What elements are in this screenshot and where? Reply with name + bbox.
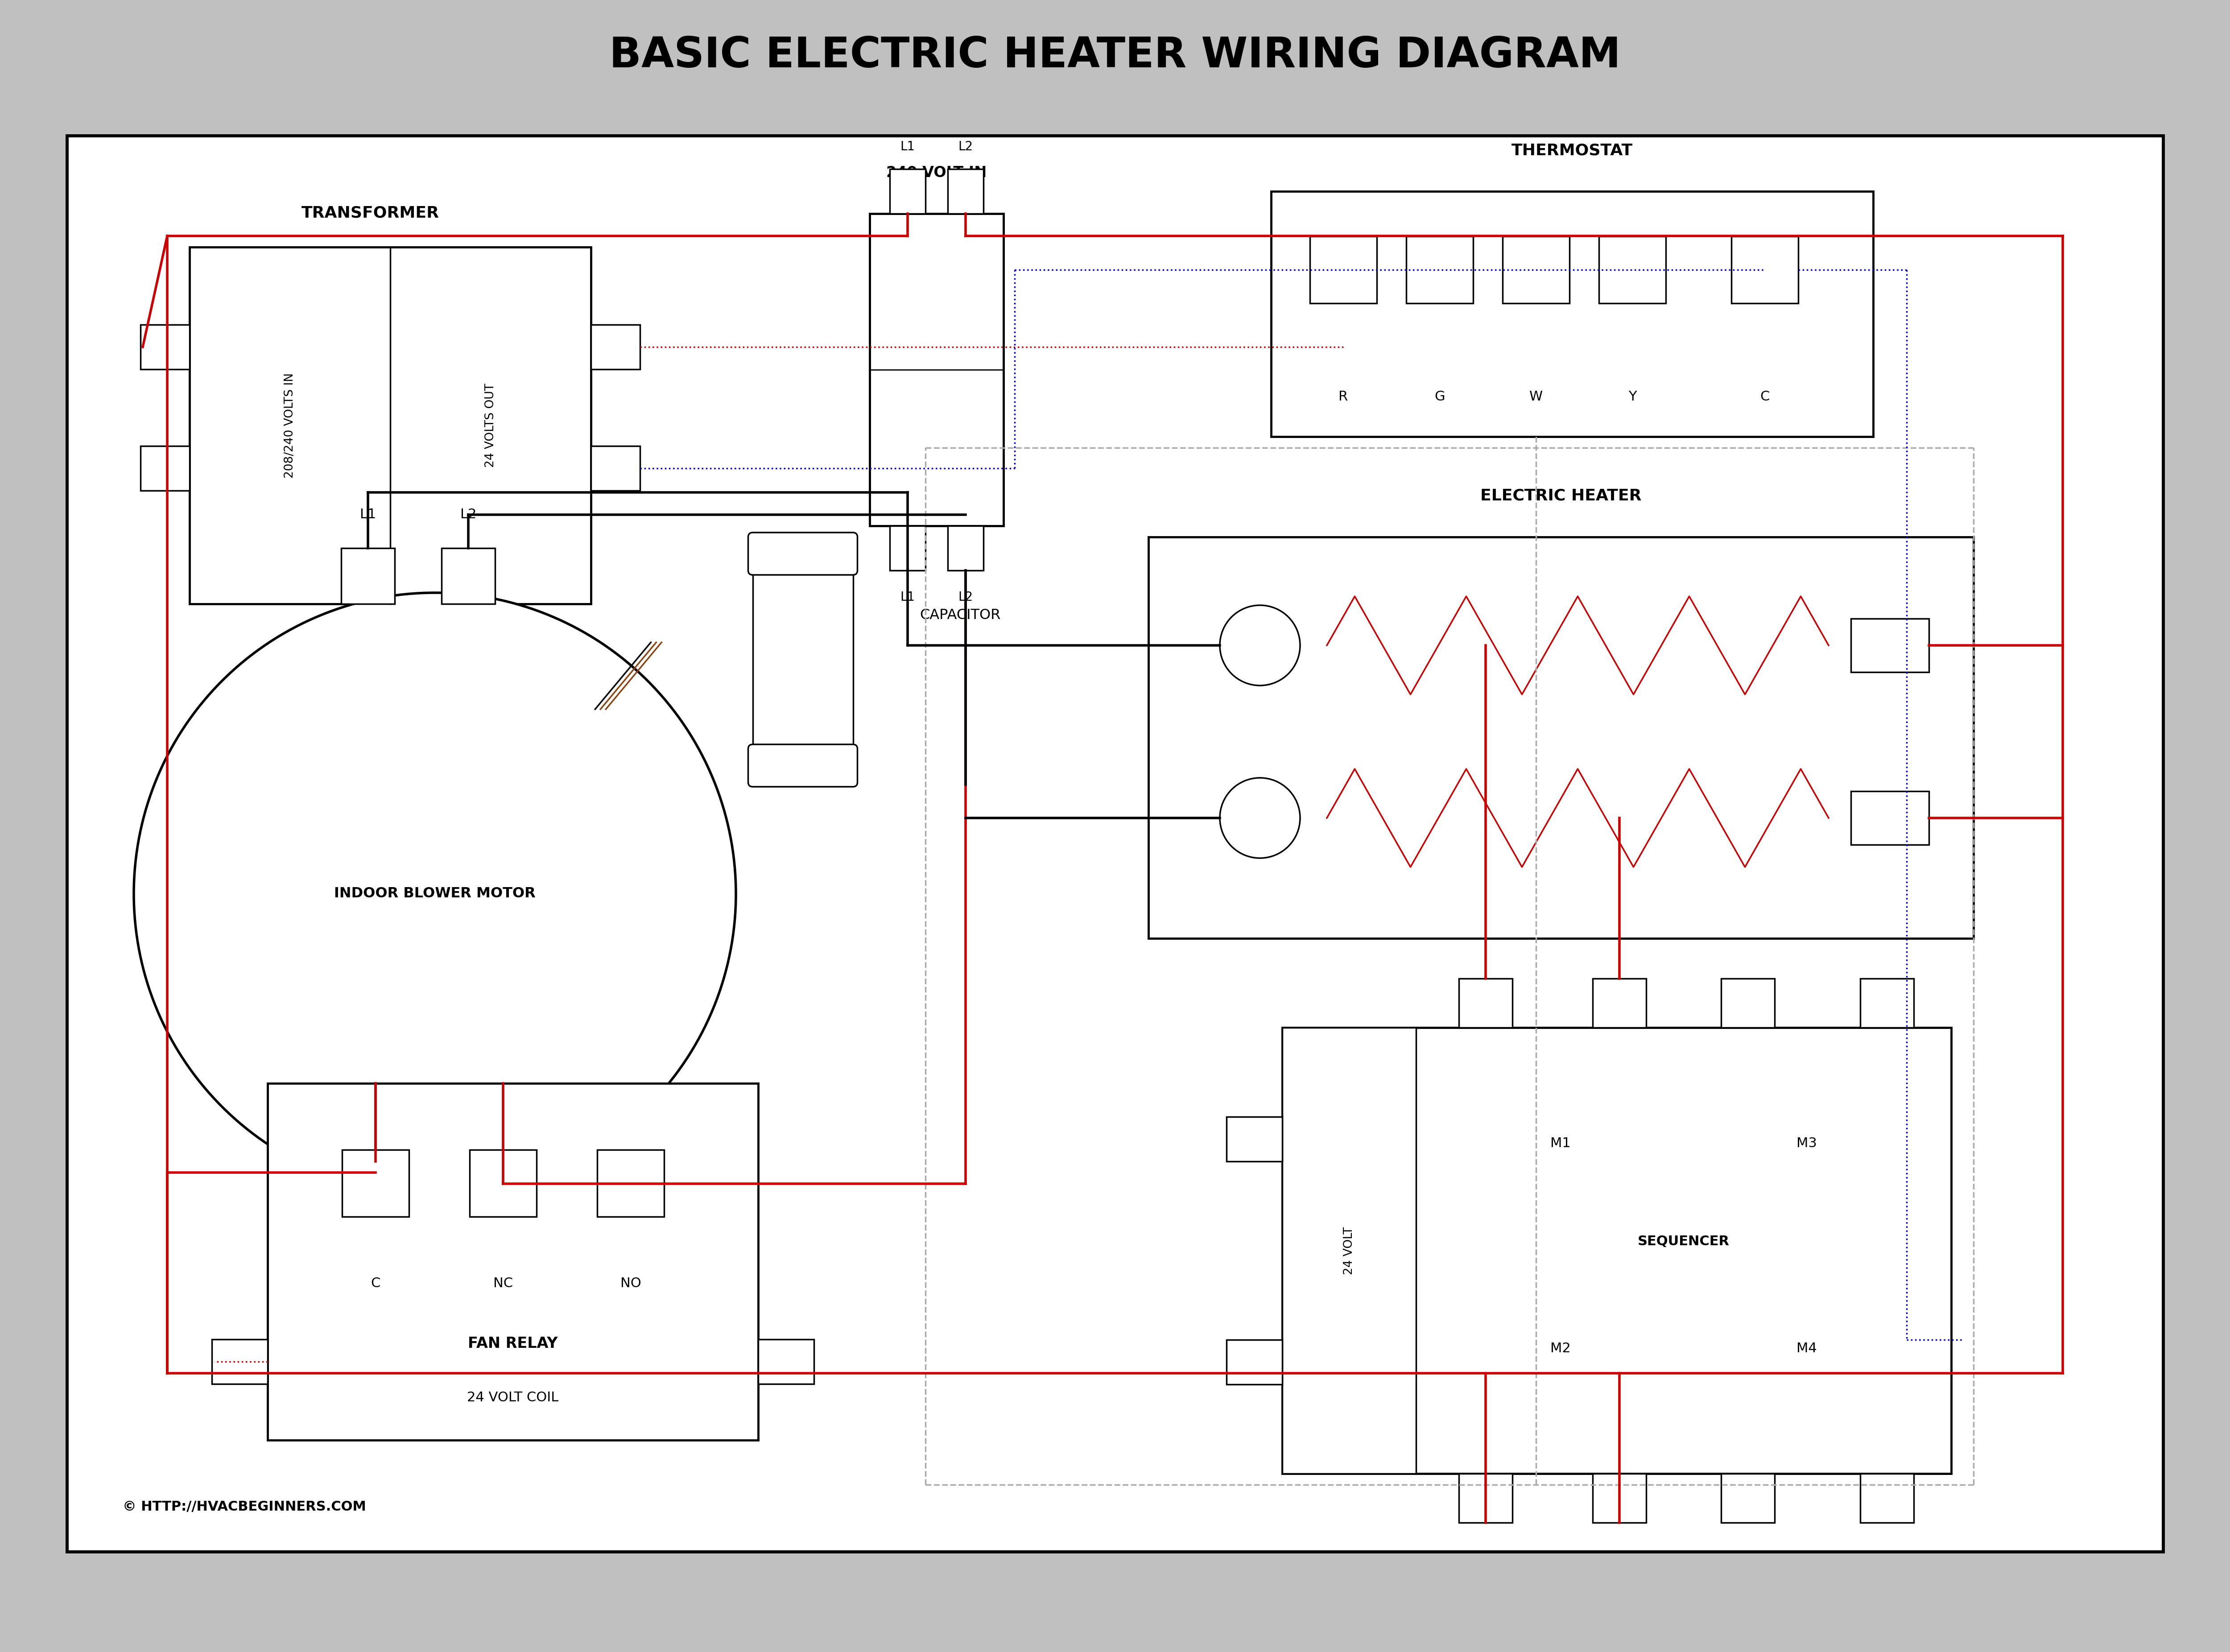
Bar bbox=[598, 1150, 665, 1218]
Bar bbox=[1458, 1474, 1512, 1523]
Bar bbox=[948, 525, 983, 570]
Bar bbox=[1592, 1474, 1646, 1523]
Bar bbox=[1722, 978, 1775, 1028]
Text: INDOOR BLOWER MOTOR: INDOOR BLOWER MOTOR bbox=[334, 887, 535, 900]
Text: ELECTRIC HEATER: ELECTRIC HEATER bbox=[1481, 489, 1641, 504]
Text: M3: M3 bbox=[1797, 1137, 1817, 1150]
Bar bbox=[341, 548, 395, 605]
Text: 24 VOLT: 24 VOLT bbox=[1342, 1227, 1356, 1275]
Bar bbox=[1851, 618, 1929, 672]
Bar bbox=[442, 548, 495, 605]
Bar bbox=[1407, 236, 1474, 304]
Bar bbox=[1599, 236, 1666, 304]
Bar bbox=[140, 446, 190, 491]
Text: BASIC ELECTRIC HEATER WIRING DIAGRAM: BASIC ELECTRIC HEATER WIRING DIAGRAM bbox=[609, 35, 1621, 76]
Text: CAPACITOR: CAPACITOR bbox=[921, 608, 1001, 621]
Text: C: C bbox=[1759, 390, 1771, 403]
Text: W: W bbox=[1530, 390, 1543, 403]
Bar bbox=[1271, 192, 1873, 436]
Text: NO: NO bbox=[620, 1277, 640, 1290]
Text: 24 VOLT COIL: 24 VOLT COIL bbox=[466, 1391, 560, 1404]
Text: 208/240 VOLTS IN: 208/240 VOLTS IN bbox=[283, 373, 297, 477]
Text: M4: M4 bbox=[1797, 1341, 1817, 1355]
Text: 240 VOLT IN: 240 VOLT IN bbox=[885, 165, 988, 180]
Bar bbox=[1226, 1117, 1282, 1161]
Bar bbox=[890, 525, 925, 570]
Bar bbox=[1860, 1474, 1913, 1523]
Bar bbox=[1503, 236, 1570, 304]
Text: L2: L2 bbox=[959, 591, 972, 603]
Bar bbox=[1282, 1028, 1951, 1474]
Bar bbox=[1730, 236, 1797, 304]
Text: G: G bbox=[1434, 390, 1445, 403]
Bar bbox=[591, 446, 640, 491]
Bar bbox=[268, 1084, 758, 1441]
Text: © HTTP://HVACBEGINNERS.COM: © HTTP://HVACBEGINNERS.COM bbox=[123, 1500, 366, 1513]
Bar bbox=[140, 325, 190, 370]
FancyBboxPatch shape bbox=[747, 532, 856, 575]
Bar bbox=[890, 169, 925, 213]
Text: M1: M1 bbox=[1550, 1137, 1570, 1150]
Text: C: C bbox=[486, 570, 495, 583]
Text: M2: M2 bbox=[1550, 1341, 1570, 1355]
Bar bbox=[1592, 978, 1646, 1028]
Text: R: R bbox=[1338, 390, 1349, 403]
Text: Y: Y bbox=[1628, 390, 1637, 403]
Bar bbox=[1851, 791, 1929, 844]
Bar bbox=[1722, 1474, 1775, 1523]
Bar bbox=[758, 1340, 814, 1384]
Bar bbox=[341, 1150, 408, 1218]
Bar bbox=[212, 1340, 268, 1384]
Bar bbox=[1226, 1340, 1282, 1384]
Text: 24 VOLTS OUT: 24 VOLTS OUT bbox=[484, 383, 497, 468]
Text: L2: L2 bbox=[459, 509, 477, 520]
Text: C: C bbox=[370, 1277, 381, 1290]
Bar bbox=[471, 1150, 537, 1218]
FancyBboxPatch shape bbox=[747, 745, 856, 786]
Text: L1: L1 bbox=[901, 140, 914, 154]
Circle shape bbox=[1220, 778, 1300, 857]
Bar bbox=[754, 537, 852, 783]
Text: THERMOSTAT: THERMOSTAT bbox=[1512, 142, 1632, 159]
Text: NC: NC bbox=[493, 1277, 513, 1290]
Text: TRANSFORMER: TRANSFORMER bbox=[301, 205, 439, 220]
Bar bbox=[67, 135, 2163, 1551]
Bar bbox=[870, 213, 1004, 525]
Bar bbox=[1309, 236, 1376, 304]
Bar bbox=[1148, 537, 1974, 938]
Text: FAN RELAY: FAN RELAY bbox=[468, 1336, 558, 1351]
Bar bbox=[1282, 1028, 1416, 1474]
Text: L2: L2 bbox=[959, 140, 972, 154]
Bar bbox=[591, 325, 640, 370]
Bar bbox=[190, 248, 591, 605]
Bar bbox=[948, 169, 983, 213]
Text: SEQUENCER: SEQUENCER bbox=[1637, 1236, 1730, 1249]
Bar bbox=[1458, 978, 1512, 1028]
Text: L1: L1 bbox=[901, 591, 914, 603]
Text: L1: L1 bbox=[359, 509, 377, 520]
Circle shape bbox=[1220, 605, 1300, 686]
Circle shape bbox=[134, 593, 736, 1194]
Bar bbox=[1860, 978, 1913, 1028]
